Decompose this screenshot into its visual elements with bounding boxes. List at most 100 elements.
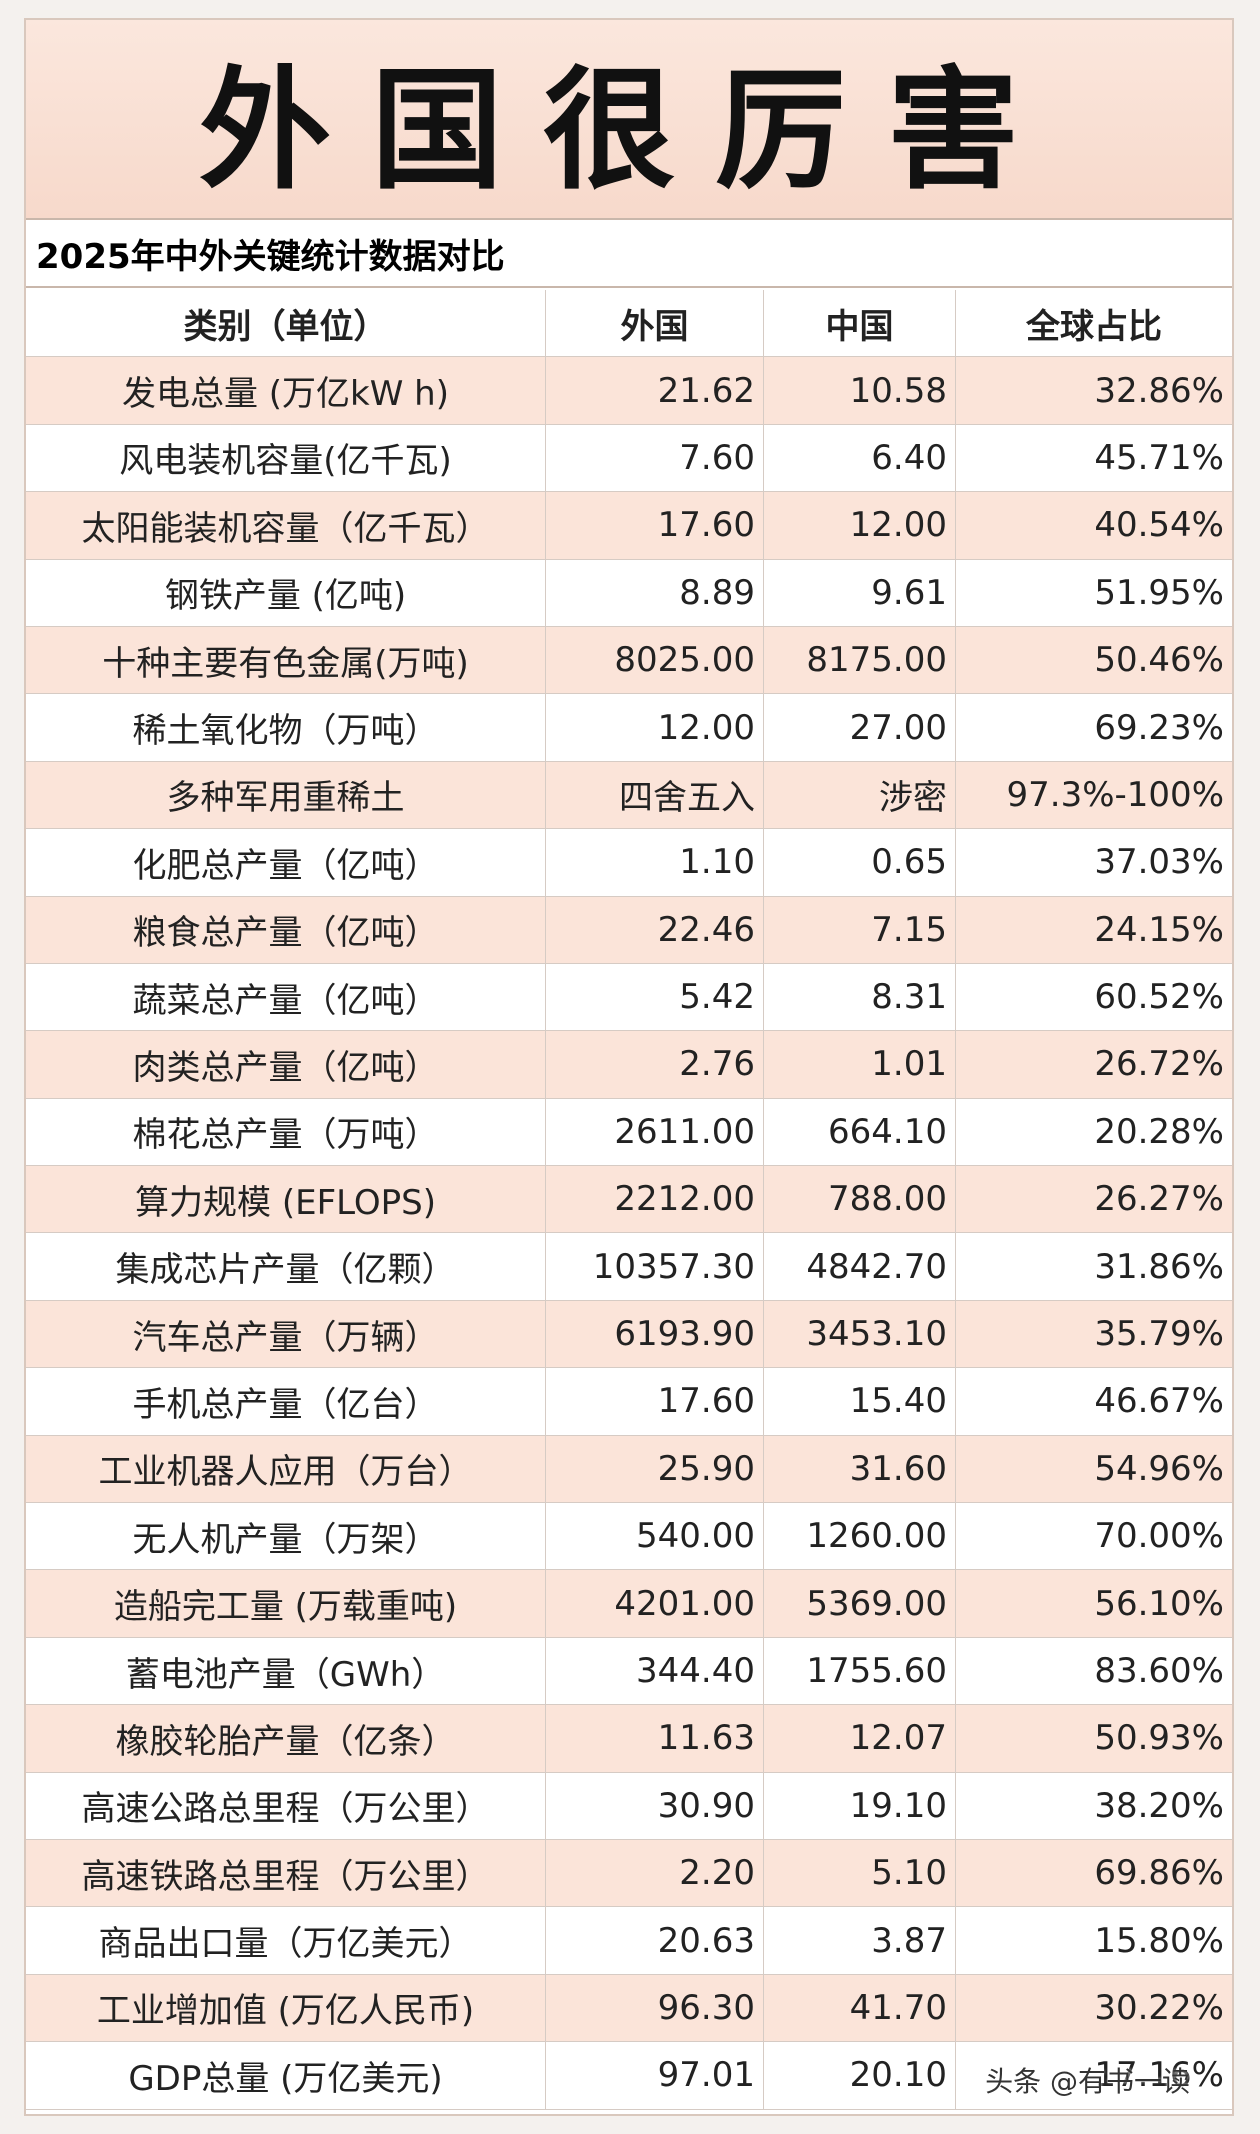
table-cell: 5369.00 bbox=[764, 1570, 956, 1637]
table-cell: 4842.70 bbox=[764, 1233, 956, 1300]
table-row: 工业增加值 (万亿人民币) 96.30 41.70 30.22% bbox=[26, 1974, 1232, 2043]
table-cell: 手机总产量（亿台） bbox=[26, 1368, 546, 1435]
table-row: 蓄电池产量（GWh） 344.40 1755.60 83.60% bbox=[26, 1637, 1232, 1706]
table-cell: 69.86% bbox=[1094, 1853, 1224, 1894]
table-cell: 50.93% bbox=[1094, 1718, 1224, 1759]
table: 类别（单位） 外国 中国 全球占比 发电总量 (万亿kW h) 21.62 10.58 32.… bbox=[26, 290, 1232, 2110]
table-cell: 8.89 bbox=[546, 559, 764, 626]
table-cell: 商品出口量（万亿美元） bbox=[26, 1907, 546, 1974]
table-row: 高速铁路总里程（万公里） 2.20 5.10 69.86% bbox=[26, 1839, 1232, 1908]
table-row: 肉类总产量（亿吨） 2.76 1.01 26.72% bbox=[26, 1031, 1232, 1099]
table-row: GDP总量 (万亿美元) 97.01 20.10 17.16% bbox=[26, 2042, 1232, 2110]
table-cell: 7.15 bbox=[764, 896, 956, 963]
table-cell: 4201.00 bbox=[546, 1570, 764, 1637]
table-cell: 2212.00 bbox=[546, 1166, 764, 1233]
table-row: 化肥总产量（亿吨） 1.10 0.65 37.03% bbox=[26, 829, 1232, 897]
table-row: 发电总量 (万亿kW h) 21.62 10.58 32.86% bbox=[26, 357, 1232, 425]
table-cell: 9.61 bbox=[764, 559, 956, 626]
table-cell: 1260.00 bbox=[764, 1503, 956, 1570]
table-cell: 化肥总产量（亿吨） bbox=[26, 829, 546, 896]
table-cell: 工业机器人应用（万台） bbox=[26, 1435, 546, 1503]
table-cell: 集成芯片产量（亿颗） bbox=[26, 1233, 546, 1300]
watermark: 头条 @有书一读 bbox=[985, 2065, 1190, 2098]
table-cell: 5.10 bbox=[764, 1839, 956, 1907]
table-cell: 算力规模 (EFLOPS) bbox=[26, 1166, 546, 1233]
table-cell: 粮食总产量（亿吨） bbox=[26, 896, 546, 963]
table-cell: 69.23% bbox=[1094, 707, 1224, 748]
table-cell: 40.54% bbox=[1094, 505, 1224, 546]
table-cell: 25.90 bbox=[546, 1435, 764, 1503]
table-cell: 70.00% bbox=[1094, 1516, 1224, 1557]
table-cell: 2.76 bbox=[546, 1031, 764, 1098]
table-cell: 稀土氧化物（万吨） bbox=[26, 694, 546, 761]
header-cell: 全球占比 bbox=[1026, 306, 1162, 347]
table-cell: 97.3%-100% bbox=[1006, 774, 1224, 815]
table-cell: 1755.60 bbox=[764, 1637, 956, 1705]
table-cell: 788.00 bbox=[764, 1166, 956, 1233]
table-cell: 56.10% bbox=[1094, 1583, 1224, 1624]
table-cell: 51.95% bbox=[1094, 572, 1224, 613]
table-cell: 41.70 bbox=[764, 1974, 956, 2042]
table-cell: 汽车总产量（万辆） bbox=[26, 1300, 546, 1368]
table-row: 集成芯片产量（亿颗） 10357.30 4842.70 31.86% bbox=[26, 1233, 1232, 1301]
table-cell: 6.40 bbox=[764, 424, 956, 492]
table-cell: 15.80% bbox=[1094, 1920, 1224, 1961]
table-cell: 17.60 bbox=[546, 492, 764, 559]
table-cell: 棉花总产量（万吨） bbox=[26, 1098, 546, 1166]
table-cell: 太阳能装机容量（亿千瓦） bbox=[26, 492, 546, 559]
table-cell: 7.60 bbox=[546, 424, 764, 492]
table-row: 汽车总产量（万辆） 6193.90 3453.10 35.79% bbox=[26, 1300, 1232, 1369]
table-cell: 26.72% bbox=[1094, 1044, 1224, 1085]
table-cell: 四舍五入 bbox=[546, 761, 764, 829]
table-cell: 31.86% bbox=[1094, 1246, 1224, 1287]
table-cell: 46.67% bbox=[1094, 1381, 1224, 1422]
table-cell: 6193.90 bbox=[546, 1300, 764, 1368]
table-row: 棉花总产量（万吨） 2611.00 664.10 20.28% bbox=[26, 1098, 1232, 1167]
table-row: 稀土氧化物（万吨） 12.00 27.00 69.23% bbox=[26, 694, 1232, 762]
table-cell: 24.15% bbox=[1094, 909, 1224, 950]
title: 外国很厉害 bbox=[26, 20, 1232, 218]
table-cell: 12.07 bbox=[764, 1705, 956, 1772]
table-cell: 高速铁路总里程（万公里） bbox=[26, 1839, 546, 1907]
table-row: 十种主要有色金属(万吨) 8025.00 8175.00 50.46% bbox=[26, 626, 1232, 695]
table-cell: 发电总量 (万亿kW h) bbox=[26, 357, 546, 424]
subtitle: 2025年中外关键统计数据对比 bbox=[26, 218, 1232, 288]
table-cell: 540.00 bbox=[546, 1503, 764, 1570]
table-row: 算力规模 (EFLOPS) 2212.00 788.00 26.27% bbox=[26, 1166, 1232, 1234]
table-cell: 17.16% bbox=[1094, 2055, 1224, 2096]
table-cell: 0.65 bbox=[764, 829, 956, 896]
header-cell: 外国 bbox=[546, 290, 764, 357]
table-cell: 21.62 bbox=[546, 357, 764, 424]
table-cell: 5.42 bbox=[546, 963, 764, 1031]
table-row: 无人机产量（万架） 540.00 1260.00 70.00% bbox=[26, 1503, 1232, 1571]
table-cell: 11.63 bbox=[546, 1705, 764, 1772]
table-cell: 38.20% bbox=[1094, 1785, 1224, 1826]
table-cell: 8.31 bbox=[764, 963, 956, 1031]
table-row: 橡胶轮胎产量（亿条） 11.63 12.07 50.93% bbox=[26, 1705, 1232, 1773]
table-cell: 工业增加值 (万亿人民币) bbox=[26, 1974, 546, 2042]
table-cell: 344.40 bbox=[546, 1637, 764, 1705]
table-cell: 3453.10 bbox=[764, 1300, 956, 1368]
table-cell: 12.00 bbox=[764, 492, 956, 559]
table-cell: 15.40 bbox=[764, 1368, 956, 1435]
table-row: 风电装机容量(亿千瓦) 7.60 6.40 45.71% bbox=[26, 424, 1232, 493]
table-cell: 97.01 bbox=[546, 2042, 764, 2109]
table-row: 太阳能装机容量（亿千瓦） 17.60 12.00 40.54% bbox=[26, 492, 1232, 560]
table-cell: 30.90 bbox=[546, 1772, 764, 1839]
table-row: 钢铁产量 (亿吨) 8.89 9.61 51.95% bbox=[26, 559, 1232, 627]
table-cell: 45.71% bbox=[1094, 437, 1224, 478]
table-row: 高速公路总里程（万公里） 30.90 19.10 38.20% bbox=[26, 1772, 1232, 1840]
table-cell: 32.86% bbox=[1094, 370, 1224, 411]
table-cell: 50.46% bbox=[1094, 640, 1224, 681]
table-cell: 橡胶轮胎产量（亿条） bbox=[26, 1705, 546, 1772]
table-row: 粮食总产量（亿吨） 22.46 7.15 24.15% bbox=[26, 896, 1232, 964]
table-cell: 高速公路总里程（万公里） bbox=[26, 1772, 546, 1839]
table-row: 蔬菜总产量（亿吨） 5.42 8.31 60.52% bbox=[26, 963, 1232, 1032]
table-cell: 22.46 bbox=[546, 896, 764, 963]
table-row: 工业机器人应用（万台） 25.90 31.60 54.96% bbox=[26, 1435, 1232, 1504]
table-cell: 20.10 bbox=[764, 2042, 956, 2109]
table-cell: 十种主要有色金属(万吨) bbox=[26, 626, 546, 694]
table-cell: 2.20 bbox=[546, 1839, 764, 1907]
table-cell: 10.58 bbox=[764, 357, 956, 424]
